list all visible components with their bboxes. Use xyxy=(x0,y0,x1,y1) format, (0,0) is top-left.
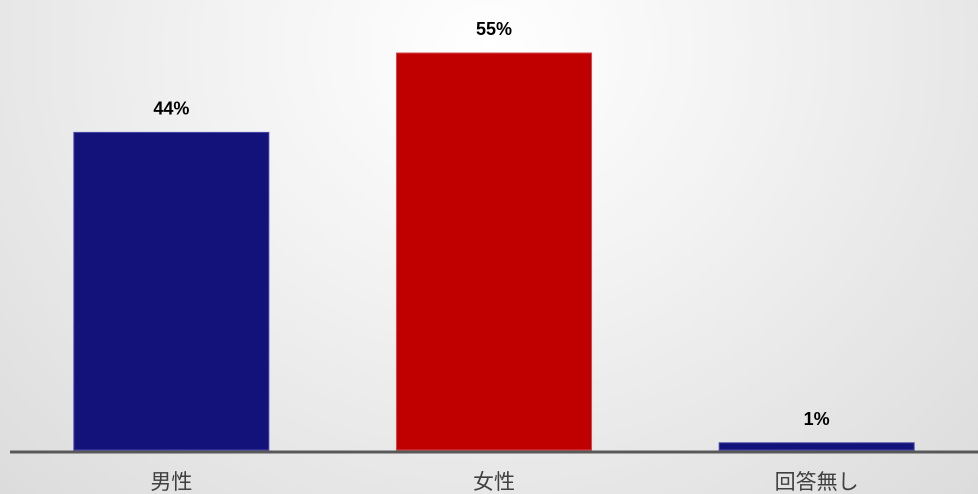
value-labels-group: 44% 55% 1% xyxy=(153,19,829,429)
category-label-2: 回答無し xyxy=(775,470,859,494)
bars-group xyxy=(73,52,915,451)
value-label-0: 44% xyxy=(153,98,189,118)
value-label-2: 1% xyxy=(804,409,830,429)
bar-0 xyxy=(73,131,270,451)
bar-1 xyxy=(396,52,592,451)
category-label-1: 女性 xyxy=(473,470,515,494)
category-label-0: 男性 xyxy=(150,470,192,494)
value-label-1: 55% xyxy=(476,19,512,39)
bar-2 xyxy=(718,442,915,451)
category-labels-group: 男性 女性 回答無し xyxy=(150,470,858,494)
